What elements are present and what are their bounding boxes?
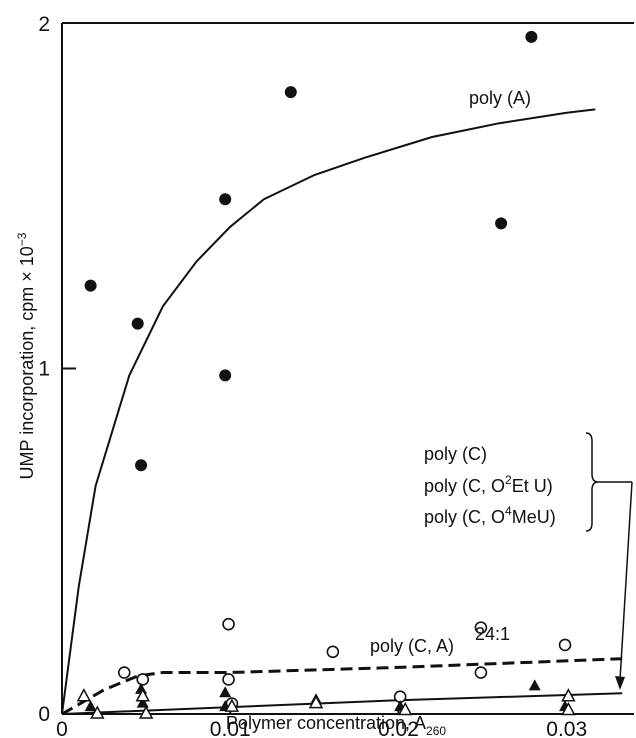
point-filled-circle (219, 193, 232, 206)
bracket-label: poly (C, O4MeU) (424, 504, 556, 527)
y-tick-label: 1 (38, 358, 50, 381)
point-open-circle (474, 621, 488, 634)
point-open-circle (222, 617, 235, 631)
bracket-arrowhead (615, 676, 625, 690)
point-open-circle (222, 673, 235, 686)
curve-dashed-1 (61, 657, 623, 716)
point-open-circle (117, 666, 131, 679)
point-filled-triangle (528, 679, 541, 691)
y-axis-title-exponent: −3 (15, 232, 29, 246)
y-tick-label: 2 (38, 13, 50, 36)
point-filled-circle (495, 217, 508, 230)
point-filled-circle (525, 30, 538, 43)
point-open-triangle (76, 688, 92, 702)
x-axis-title: Polymer concentration, A260 (226, 713, 446, 738)
x-axis-title-subscript: 260 (426, 724, 446, 738)
fit-curves (61, 108, 623, 716)
point-filled-triangle (84, 700, 97, 712)
data-points (76, 30, 576, 719)
point-filled-circle (135, 459, 148, 472)
plot-frame (61, 22, 634, 715)
point-open-circle (474, 666, 488, 679)
x-tick-label: 0 (56, 718, 68, 738)
bracket-arrow-shaft (619, 481, 633, 681)
point-open-circle (326, 645, 340, 659)
point-open-triangle (224, 698, 240, 712)
x-tick-label: 0.03 (546, 718, 587, 738)
point-filled-circle (219, 369, 232, 382)
point-filled-circle (84, 279, 97, 292)
annotation-poly-ca: poly (C, A) (370, 636, 454, 656)
x-tick-label: 0.01 (210, 718, 251, 738)
bracket-label: poly (C) (424, 444, 487, 464)
point-open-circle (558, 638, 572, 652)
curve-solid-0 (61, 108, 596, 715)
point-open-triangle (135, 688, 151, 702)
point-open-triangle (397, 701, 413, 716)
point-open-triangle (561, 701, 576, 716)
bracket-brace (585, 432, 599, 532)
point-open-triangle (90, 705, 105, 719)
bracket-legend: poly (C) poly (C, O2Et U) poly (C, O4MeU) (424, 432, 633, 690)
bracket-label: poly (C, O2Et U) (424, 473, 553, 496)
point-filled-circle (284, 86, 297, 99)
point-open-triangle (138, 705, 154, 719)
point-open-triangle (561, 688, 576, 702)
y-tick-label: 0 (38, 703, 50, 726)
y-axis-title: UMP incorporation, cpm × 10−3 (15, 232, 37, 479)
x-tick-label: 0.02 (378, 718, 419, 738)
point-open-triangle (308, 695, 324, 709)
point-open-circle (136, 673, 150, 686)
point-filled-circle (131, 317, 144, 330)
annotation-poly-ca-ratio: 24:1 (475, 624, 510, 644)
point-filled-triangle (136, 696, 149, 708)
point-filled-triangle (219, 686, 232, 698)
annotation-poly-a: poly (A) (469, 88, 531, 108)
